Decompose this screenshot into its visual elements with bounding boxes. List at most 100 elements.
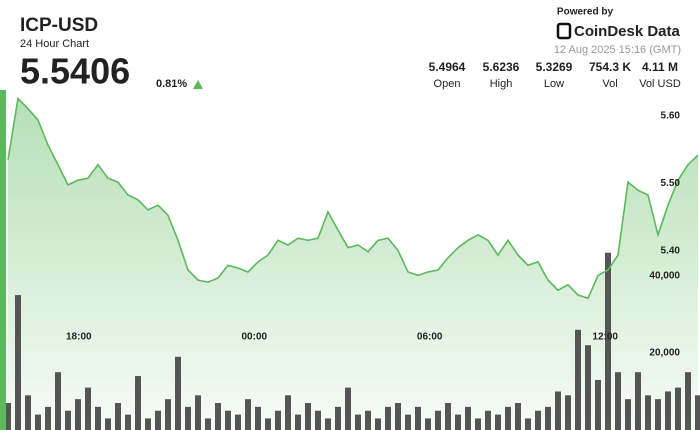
stat-value: 5.4964 bbox=[429, 60, 466, 74]
volume-bar bbox=[145, 418, 151, 430]
volume-bar bbox=[545, 406, 551, 430]
volume-bar bbox=[35, 414, 41, 430]
timestamp: 12 Aug 2025 15:16 (GMT) bbox=[554, 44, 681, 56]
volume-tick-label: 20,000 bbox=[649, 348, 680, 359]
volume-bar bbox=[105, 418, 111, 430]
volume-bar bbox=[655, 399, 661, 430]
volume-bar bbox=[575, 329, 581, 430]
volume-bar bbox=[355, 414, 361, 430]
volume-bar bbox=[685, 372, 691, 430]
volume-bar bbox=[645, 395, 651, 430]
volume-bar bbox=[185, 406, 191, 430]
volume-bar bbox=[305, 403, 311, 430]
brand: CoinDesk Data bbox=[574, 23, 681, 40]
volume-bar bbox=[65, 410, 71, 430]
volume-bar bbox=[375, 418, 381, 430]
volume-bar bbox=[295, 414, 301, 430]
stat-label: Vol USD bbox=[639, 78, 681, 90]
volume-bar bbox=[315, 410, 321, 430]
volume-bar bbox=[165, 399, 171, 430]
volume-bar bbox=[405, 414, 411, 430]
y-tick-label: 5.40 bbox=[661, 246, 681, 257]
change: 0.81% bbox=[156, 78, 187, 90]
volume-bar bbox=[335, 406, 341, 430]
volume-bar bbox=[595, 379, 601, 430]
volume-bar bbox=[275, 410, 281, 430]
volume-bar bbox=[225, 410, 231, 430]
volume-bar bbox=[495, 414, 501, 430]
volume-bar bbox=[535, 410, 541, 430]
up-arrow bbox=[193, 80, 203, 89]
price-line bbox=[7, 96, 699, 300]
stat-label: High bbox=[490, 78, 513, 90]
area-layer bbox=[8, 98, 698, 430]
volume-bar bbox=[525, 418, 531, 430]
volume-bar bbox=[175, 356, 181, 430]
line-layer bbox=[7, 96, 699, 300]
volume-bar bbox=[45, 406, 51, 430]
volume-bar bbox=[605, 252, 611, 430]
stat-label: Vol bbox=[602, 78, 617, 90]
stat-value: 4.11 M bbox=[642, 60, 678, 74]
volume-bar bbox=[465, 406, 471, 430]
stat-value: 754.3 K bbox=[589, 60, 631, 74]
stat-label: Open bbox=[434, 78, 461, 90]
label-layer: 5.40 5.50 5.60 18:00 00:00 06:00 12:00 20,000 40… bbox=[66, 111, 680, 359]
bar-layer bbox=[5, 252, 700, 430]
volume-bar bbox=[265, 418, 271, 430]
powered-by: Powered by bbox=[557, 7, 614, 18]
volume-bar bbox=[415, 406, 421, 430]
volume-bar bbox=[255, 406, 261, 430]
volume-bar bbox=[365, 410, 371, 430]
volume-bar bbox=[245, 399, 251, 430]
price-area bbox=[8, 98, 698, 430]
volume-bar bbox=[5, 403, 11, 430]
volume-bar bbox=[75, 399, 81, 430]
volume-bar bbox=[485, 410, 491, 430]
stat-value: 5.3269 bbox=[536, 60, 573, 74]
volume-bar bbox=[675, 387, 681, 430]
y-tick-label: 5.50 bbox=[661, 178, 681, 189]
volume-tick-label: 40,000 bbox=[649, 270, 680, 281]
volume-bar bbox=[95, 406, 101, 430]
volume-bar bbox=[585, 345, 591, 430]
volume-bar bbox=[635, 372, 641, 430]
volume-bar bbox=[195, 395, 201, 430]
volume-bar bbox=[235, 414, 241, 430]
volume-bar bbox=[325, 418, 331, 430]
x-tick-label: 12:00 bbox=[592, 332, 618, 343]
plot: 5.40 5.50 5.60 18:00 00:00 06:00 12:00 20,000 40… bbox=[5, 96, 700, 430]
x-tick-label: 00:00 bbox=[242, 332, 268, 343]
volume-bar bbox=[215, 403, 221, 430]
volume-bar bbox=[55, 372, 61, 430]
x-tick-label: 06:00 bbox=[417, 332, 443, 343]
volume-bar bbox=[455, 414, 461, 430]
volume-bar bbox=[445, 403, 451, 430]
volume-bar bbox=[695, 395, 700, 430]
volume-bar bbox=[425, 418, 431, 430]
volume-bar bbox=[155, 410, 161, 430]
subtitle: 24 Hour Chart bbox=[20, 38, 89, 50]
volume-bar bbox=[125, 414, 131, 430]
volume-bar bbox=[395, 403, 401, 430]
volume-bar bbox=[625, 399, 631, 430]
y-tick-label: 5.60 bbox=[661, 111, 681, 122]
volume-bar bbox=[115, 403, 121, 430]
symbol: ICP-USD bbox=[20, 15, 98, 36]
volume-bar bbox=[205, 418, 211, 430]
stats: 5.4964 Open 5.6236 High 5.3269 Low 754.3 K Vol 4… bbox=[429, 60, 681, 90]
volume-bar bbox=[385, 406, 391, 430]
volume-bar bbox=[565, 395, 571, 430]
volume-bar bbox=[435, 410, 441, 430]
stat-value: 5.6236 bbox=[483, 60, 520, 74]
left-accent bbox=[0, 90, 6, 430]
volume-bar bbox=[135, 376, 141, 430]
volume-bar bbox=[615, 372, 621, 430]
volume-bar bbox=[25, 395, 31, 430]
x-tick-label: 18:00 bbox=[66, 332, 92, 343]
brand-logo bbox=[556, 22, 572, 40]
stat-label: Low bbox=[544, 78, 564, 90]
volume-bar bbox=[475, 418, 481, 430]
